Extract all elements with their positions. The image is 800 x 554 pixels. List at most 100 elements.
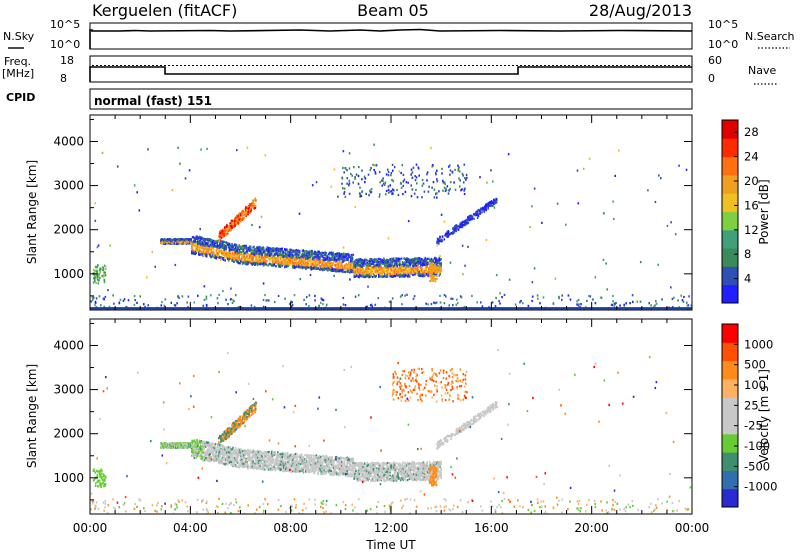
echo-cell: [239, 214, 242, 217]
echo-cell: [369, 275, 371, 278]
echo-cell: [164, 298, 167, 301]
echo-cell: [376, 272, 378, 275]
echo-cell: [234, 246, 237, 249]
echo-cell: [352, 264, 355, 267]
echo-cell: [385, 173, 388, 176]
echo-cell: [430, 273, 433, 276]
echo-cell: [605, 262, 607, 265]
echo-cell: [421, 258, 423, 261]
echo-cell: [353, 261, 355, 264]
echo-cell: [98, 274, 100, 277]
echo-cell: [92, 273, 95, 276]
echo-cell: [419, 266, 421, 269]
echo-cell: [344, 266, 347, 269]
echo-cell: [276, 247, 278, 250]
echo-cell: [331, 264, 333, 267]
echo-cell: [323, 252, 326, 255]
echo-cell: [440, 266, 442, 269]
echo-cell: [188, 241, 190, 244]
echo-cell: [417, 265, 420, 268]
echo-cell: [369, 168, 372, 172]
echo-cell: [232, 245, 234, 248]
echo-cell: [378, 195, 381, 198]
echo-cell: [376, 269, 378, 272]
echo-cell: [366, 269, 369, 272]
echo-cell: [98, 279, 100, 282]
echo-cell: [265, 299, 268, 302]
echo-cell: [165, 239, 168, 242]
echo-cell: [219, 249, 222, 252]
echo-cell: [341, 253, 343, 256]
nave-tick-high: 60: [708, 54, 722, 67]
echo-cell: [244, 252, 247, 255]
echo-cell: [558, 295, 560, 298]
echo-cell: [232, 249, 234, 252]
echo-cell: [242, 253, 245, 256]
echo-cell: [272, 263, 275, 266]
echo-cell: [161, 301, 163, 304]
echo-cell: [431, 165, 433, 168]
echo-cell: [248, 256, 251, 259]
echo-cell: [436, 241, 438, 245]
echo-cell: [436, 271, 439, 274]
echo-cell: [366, 267, 369, 270]
echo-cell: [386, 261, 389, 264]
echo-cell: [350, 262, 353, 266]
echo-cell: [199, 241, 202, 244]
echo-cell: [355, 270, 357, 273]
echo-cell: [439, 258, 441, 261]
echo-cell: [531, 295, 534, 298]
echo-cell: [230, 254, 233, 257]
echo-cell: [383, 271, 385, 274]
echo-cell: [499, 302, 501, 305]
echo-cell: [299, 278, 302, 281]
echo-cell: [246, 207, 249, 210]
echo-cell: [399, 295, 402, 298]
echo-cell: [344, 270, 347, 273]
echo-cell: [364, 275, 367, 278]
echo-cell: [237, 222, 240, 225]
echo-cell: [399, 273, 401, 276]
echo-cell: [143, 303, 145, 306]
echo-cell: [102, 274, 105, 277]
echo-cell: [414, 179, 417, 182]
echo-cell: [314, 259, 317, 263]
echo-cell: [347, 270, 349, 274]
echo-cell: [172, 239, 175, 242]
echo-cell: [363, 271, 366, 274]
echo-cell: [299, 263, 302, 266]
echo-cell: [113, 302, 115, 305]
colorbar-tick-label: 24: [744, 150, 759, 164]
echo-cell: [298, 249, 301, 252]
echo-cell: [264, 253, 267, 256]
echo-cell: [197, 238, 199, 241]
echo-cell: [293, 258, 296, 261]
echo-cell: [420, 273, 422, 276]
echo-cell: [612, 294, 614, 298]
echo-cell: [218, 256, 220, 259]
echo-cell: [103, 271, 105, 274]
echo-cell: [299, 266, 302, 269]
echo-cell: [198, 451, 200, 454]
echo-cell: [176, 242, 178, 245]
echo-cell: [359, 270, 362, 273]
echo-cell: [216, 246, 218, 249]
echo-cell: [313, 258, 315, 261]
echo-cell: [291, 261, 293, 264]
echo-cell: [407, 261, 410, 264]
echo-cell: [238, 305, 241, 309]
echo-cell: [304, 250, 306, 253]
echo-cell: [377, 271, 379, 274]
echo-cell: [255, 257, 257, 260]
echo-cell: [215, 250, 218, 253]
echo-cell: [301, 265, 304, 268]
echo-cell: [353, 264, 355, 267]
echo-cell: [290, 305, 293, 308]
nsearch-label: N.Search: [745, 30, 795, 43]
echo-cell: [324, 267, 326, 270]
echo-cell: [301, 255, 304, 258]
echo-cell: [336, 266, 339, 269]
echo-cell: [428, 257, 430, 260]
echo-cell: [193, 243, 196, 246]
echo-cell: [448, 165, 450, 168]
